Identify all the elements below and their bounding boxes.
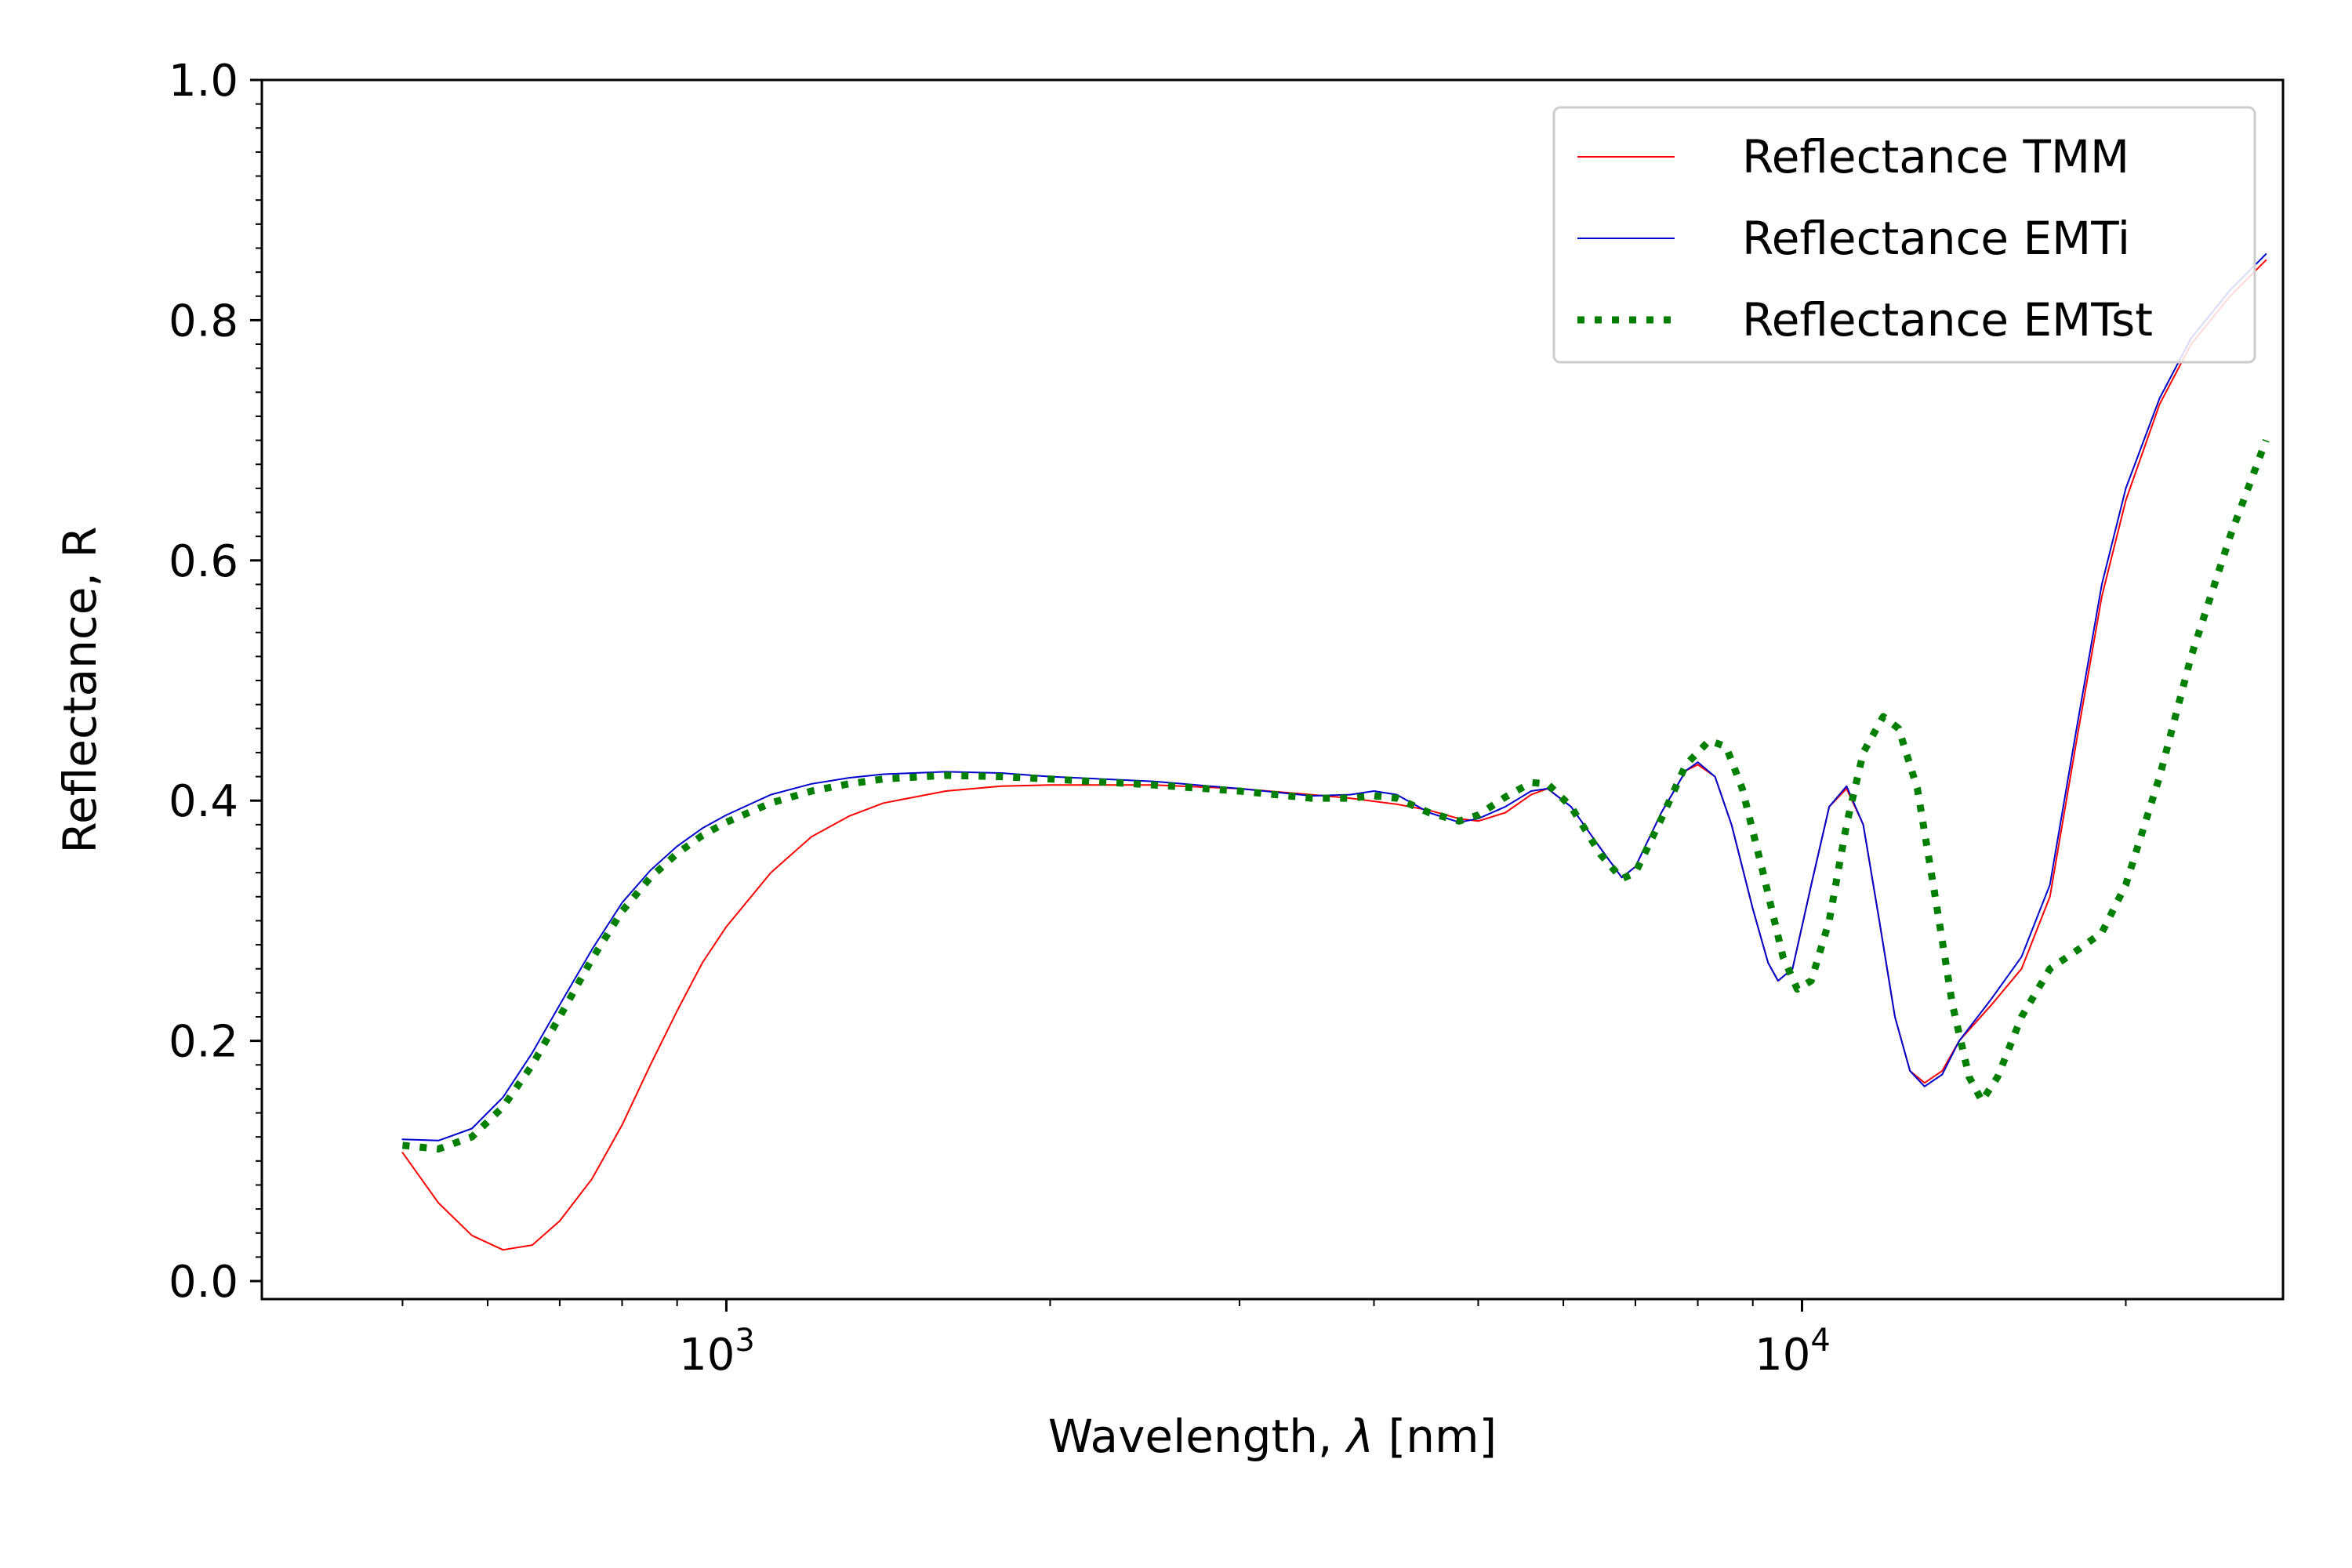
legend-label-reflectance-emtst: Reflectance EMTst [1742,293,2153,347]
x-tick-label: 103 [679,1323,755,1381]
y-axis: 0.0 0.2 0.4 0.6 0.8 1.0 [169,56,262,1308]
x-axis-label: Wavelength, λ [nm] [1048,1410,1497,1463]
y-tick-label: 0.2 [169,1017,238,1068]
legend-box [1552,106,2256,364]
y-tick-label: 1.0 [169,56,238,107]
x-tick-label: 104 [1755,1323,1831,1381]
plot-frame [260,78,2285,1301]
x-axis: 103 104 [679,1299,1831,1381]
y-axis-label: Reflectance, R [53,526,107,853]
series-layer [401,253,2270,1251]
legend-label-reflectance-tmm: Reflectance TMM [1742,130,2129,183]
y-tick-label: 0.8 [169,296,238,347]
y-tick-label: 0.0 [169,1257,238,1308]
legend: Reflectance TMM Reflectance EMTi Reflectan… [1552,106,2256,364]
series-line-reflectance-emtst [401,439,2270,1152]
legend-label-reflectance-emti: Reflectance EMTi [1742,212,2130,265]
y-tick-label: 0.4 [169,776,238,827]
y-tick-label: 0.6 [169,536,238,587]
